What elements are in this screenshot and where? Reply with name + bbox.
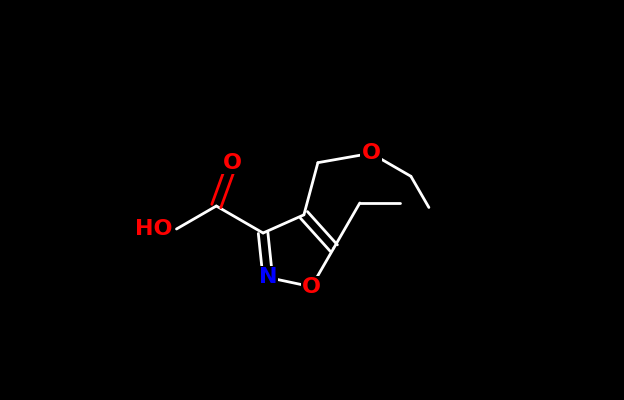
- Text: N: N: [258, 268, 277, 288]
- Text: O: O: [302, 277, 321, 297]
- Text: O: O: [361, 143, 381, 163]
- Text: O: O: [223, 153, 241, 173]
- Text: HO: HO: [135, 219, 172, 239]
